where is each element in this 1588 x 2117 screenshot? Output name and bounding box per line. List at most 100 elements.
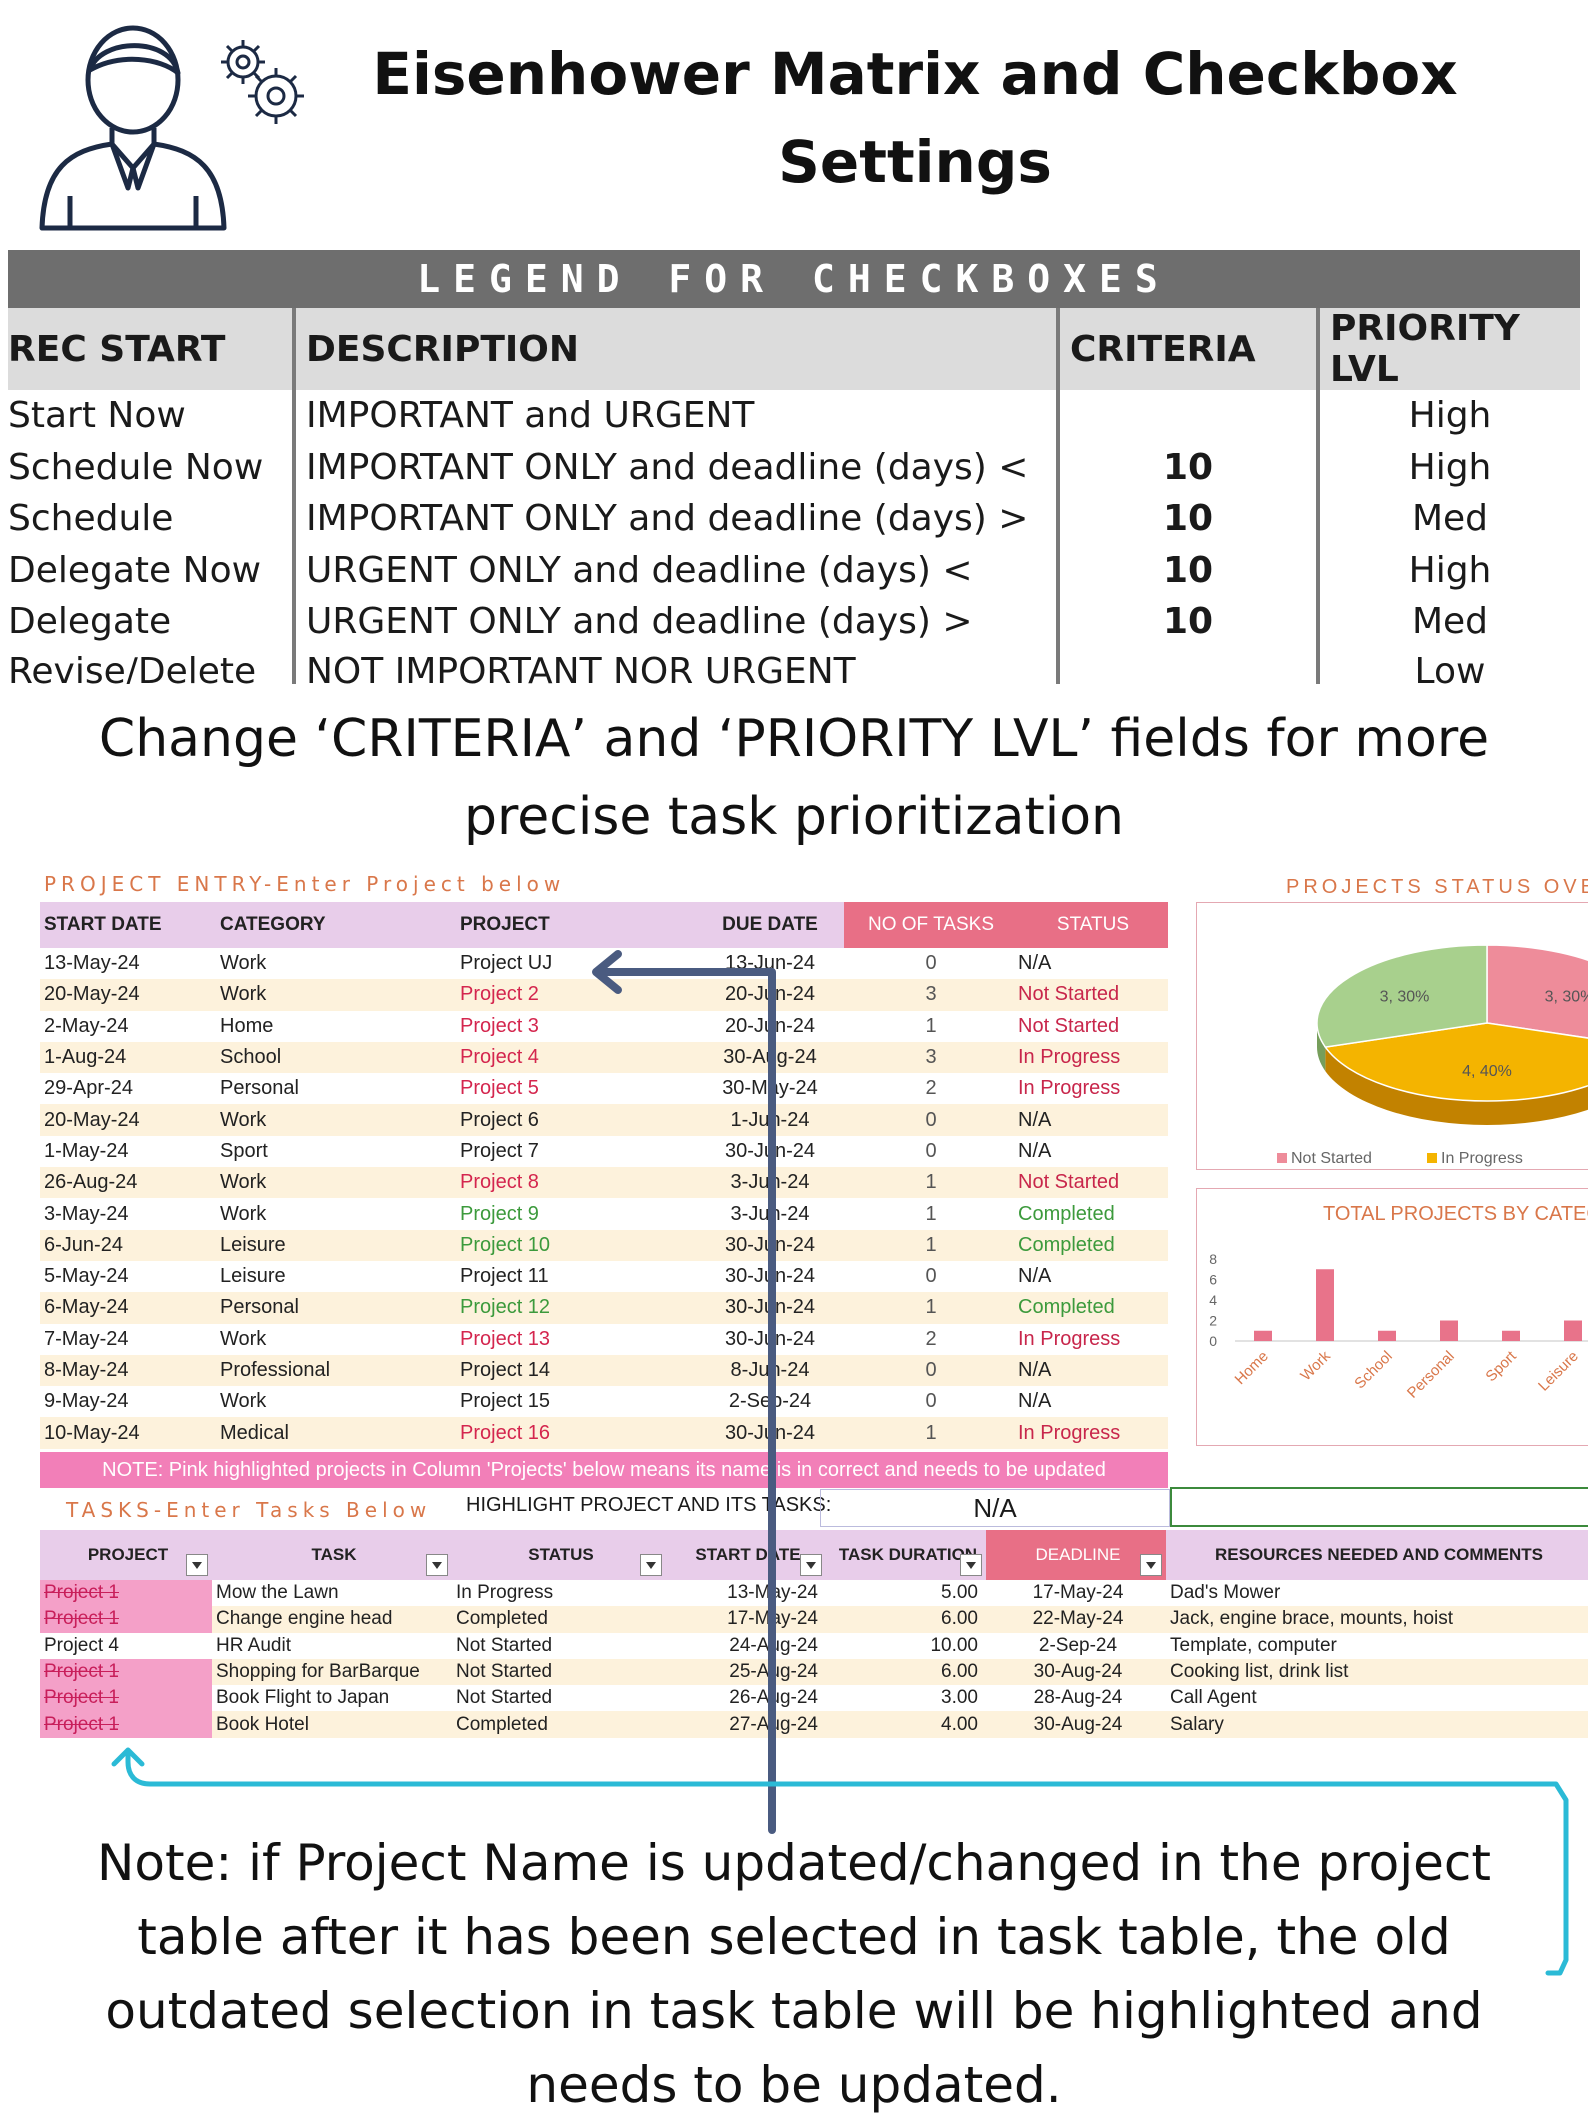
project-category[interactable]: Home <box>216 1010 456 1042</box>
project-name[interactable]: Project 4 <box>456 1041 692 1074</box>
project-name[interactable]: Project 13 <box>456 1323 692 1355</box>
tasks-header-duration[interactable]: TASK DURATION <box>826 1530 986 1580</box>
project-due-date[interactable]: 30-Jun-24 <box>692 1229 844 1261</box>
project-category[interactable]: Professional <box>216 1354 456 1387</box>
task-project[interactable]: Project 1 <box>40 1580 212 1607</box>
project-due-date[interactable]: 3-Jun-24 <box>692 1198 844 1230</box>
tasks-header-start-date[interactable]: START DATE <box>666 1530 826 1580</box>
legend-criteria[interactable]: 10 <box>1058 544 1320 596</box>
project-start-date[interactable]: 3-May-24 <box>40 1198 216 1230</box>
task-start-date[interactable]: 27-Aug-24 <box>666 1711 826 1738</box>
project-category[interactable]: Work <box>216 1198 456 1230</box>
project-name[interactable]: Project 2 <box>456 979 692 1011</box>
project-category[interactable]: Work <box>216 979 456 1011</box>
project-start-date[interactable]: 6-Jun-24 <box>40 1229 216 1261</box>
legend-priority[interactable]: Med <box>1411 498 1489 540</box>
project-start-date[interactable]: 1-May-24 <box>40 1135 216 1168</box>
project-name[interactable]: Project 16 <box>456 1417 692 1449</box>
task-start-date[interactable]: 26-Aug-24 <box>666 1685 826 1712</box>
project-name[interactable]: Project 8 <box>456 1167 692 1199</box>
task-comments[interactable]: Jack, engine brace, mounts, hoist <box>1166 1606 1588 1633</box>
project-start-date[interactable]: 9-May-24 <box>40 1386 216 1418</box>
project-name[interactable]: Project 12 <box>456 1292 692 1324</box>
project-due-date[interactable]: 30-Jun-24 <box>692 1260 844 1293</box>
task-duration[interactable]: 3.00 <box>826 1685 986 1712</box>
task-status[interactable]: Completed <box>452 1606 666 1633</box>
legend-priority[interactable]: Med <box>1411 601 1489 643</box>
task-comments[interactable]: Salary <box>1166 1711 1588 1738</box>
project-name[interactable]: Project 10 <box>456 1229 692 1261</box>
project-due-date[interactable]: 1-Jun-24 <box>692 1104 844 1136</box>
legend-priority[interactable]: Low <box>1318 647 1580 684</box>
project-start-date[interactable]: 6-May-24 <box>40 1292 216 1324</box>
project-category[interactable]: Personal <box>216 1073 456 1105</box>
project-due-date[interactable]: 30-Jun-24 <box>692 1292 844 1324</box>
tasks-header-task[interactable]: TASK <box>212 1530 452 1580</box>
project-due-date[interactable]: 30-Jun-24 <box>692 1417 844 1449</box>
project-start-date[interactable]: 10-May-24 <box>40 1417 216 1449</box>
task-project[interactable]: Project 1 <box>40 1658 212 1686</box>
task-duration[interactable]: 10.00 <box>826 1632 986 1659</box>
task-status[interactable]: Not Started <box>452 1658 666 1686</box>
project-name[interactable]: Project 6 <box>456 1104 692 1136</box>
task-project[interactable]: Project 1 <box>40 1711 212 1738</box>
task-duration[interactable]: 4.00 <box>826 1711 986 1738</box>
task-status[interactable]: Completed <box>452 1711 666 1738</box>
project-due-date[interactable]: 20-Jun-24 <box>692 1010 844 1042</box>
task-comments[interactable]: Dad's Mower <box>1166 1580 1588 1607</box>
filter-dropdown-icon[interactable] <box>186 1554 208 1576</box>
project-start-date[interactable]: 26-Aug-24 <box>40 1167 216 1199</box>
project-due-date[interactable]: 13-Jun-24 <box>692 948 844 980</box>
project-start-date[interactable]: 8-May-24 <box>40 1354 216 1387</box>
task-project[interactable]: Project 1 <box>40 1606 212 1633</box>
project-category[interactable]: Personal <box>216 1292 456 1324</box>
project-due-date[interactable]: 2-Sep-24 <box>692 1386 844 1418</box>
legend-criteria[interactable] <box>1058 390 1320 442</box>
project-due-date[interactable]: 3-Jun-24 <box>692 1167 844 1199</box>
filter-dropdown-icon[interactable] <box>800 1554 822 1576</box>
legend-priority[interactable]: High <box>1408 549 1492 591</box>
project-due-date[interactable]: 30-Jun-24 <box>692 1135 844 1168</box>
project-name[interactable]: Project 7 <box>456 1135 692 1168</box>
task-comments[interactable]: Call Agent <box>1166 1685 1588 1712</box>
project-start-date[interactable]: 20-May-24 <box>40 979 216 1011</box>
task-status[interactable]: Not Started <box>452 1685 666 1712</box>
task-comments[interactable]: Cooking list, drink list <box>1166 1658 1588 1686</box>
project-category[interactable]: Leisure <box>216 1229 456 1261</box>
task-duration[interactable]: 6.00 <box>826 1606 986 1633</box>
project-category[interactable]: Work <box>216 1386 456 1418</box>
task-duration[interactable]: 5.00 <box>826 1580 986 1607</box>
project-due-date[interactable]: 30-May-24 <box>692 1073 844 1105</box>
project-name[interactable]: Project 15 <box>456 1386 692 1418</box>
project-category[interactable]: Work <box>216 1323 456 1355</box>
project-name[interactable]: Project 14 <box>456 1354 692 1387</box>
project-category[interactable]: Work <box>216 1104 456 1136</box>
filter-dropdown-icon[interactable] <box>640 1554 662 1576</box>
task-name[interactable]: HR Audit <box>212 1632 452 1659</box>
task-comments[interactable]: Template, computer <box>1166 1632 1588 1659</box>
highlight-project-select[interactable]: N/A <box>820 1489 1170 1527</box>
project-category[interactable]: Work <box>216 948 456 980</box>
task-start-date[interactable]: 24-Aug-24 <box>666 1632 826 1659</box>
project-category[interactable]: School <box>216 1041 456 1074</box>
task-project[interactable]: Project 1 <box>40 1685 212 1712</box>
task-name[interactable]: Book Flight to Japan <box>212 1685 452 1712</box>
project-due-date[interactable]: 30-Aug-24 <box>692 1041 844 1074</box>
legend-criteria[interactable]: 10 <box>1058 596 1320 648</box>
project-start-date[interactable]: 7-May-24 <box>40 1323 216 1355</box>
project-start-date[interactable]: 13-May-24 <box>40 948 216 980</box>
filter-dropdown-icon[interactable] <box>960 1554 982 1576</box>
project-start-date[interactable]: 20-May-24 <box>40 1104 216 1136</box>
legend-criteria[interactable]: 10 <box>1058 493 1320 545</box>
project-name[interactable]: Project 5 <box>456 1073 692 1105</box>
project-category[interactable]: Leisure <box>216 1260 456 1293</box>
project-category[interactable]: Sport <box>216 1135 456 1168</box>
task-project[interactable]: Project 4 <box>40 1632 212 1659</box>
project-category[interactable]: Medical <box>216 1417 456 1449</box>
filter-dropdown-icon[interactable] <box>1140 1554 1162 1576</box>
task-name[interactable]: Shopping for BarBarque <box>212 1658 452 1686</box>
project-due-date[interactable]: 30-Jun-24 <box>692 1323 844 1355</box>
project-due-date[interactable]: 20-Jun-24 <box>692 979 844 1011</box>
legend-priority[interactable]: High <box>1408 395 1492 437</box>
project-start-date[interactable]: 29-Apr-24 <box>40 1073 216 1105</box>
